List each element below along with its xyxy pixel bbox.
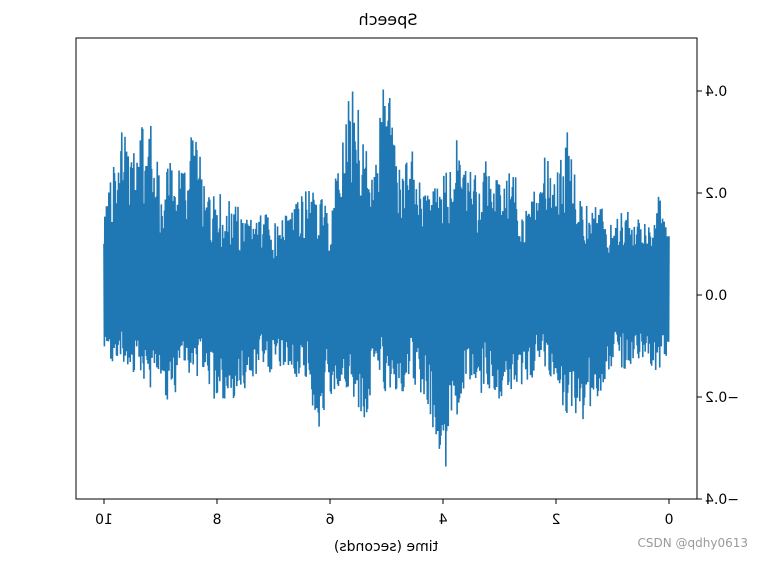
plot-area xyxy=(103,89,670,467)
x-tick-label: 10 xyxy=(95,512,113,528)
x-axis-ticks: 0 2 4 6 8 10 xyxy=(95,499,673,528)
x-tick-label: 2 xyxy=(552,512,561,528)
plot-frame xyxy=(75,37,698,500)
y-tick-label: 0.2 xyxy=(705,186,727,202)
x-tick-label: 8 xyxy=(213,512,222,528)
speech-series-line xyxy=(103,89,670,467)
x-tick-label: 0 xyxy=(665,512,674,528)
watermark: CSDN @qdhy0613 xyxy=(637,536,748,550)
chart-title: Speech xyxy=(359,10,418,29)
y-tick-label: −0.2 xyxy=(705,390,739,406)
x-axis-label: time (seconds) xyxy=(334,539,438,555)
x-tick-label: 6 xyxy=(325,512,334,528)
y-tick-label: −0.4 xyxy=(705,492,739,508)
x-tick-label: 4 xyxy=(438,512,447,528)
y-tick-label: 0.0 xyxy=(705,288,727,304)
y-tick-label: 0.4 xyxy=(705,84,727,100)
y-axis-ticks: −0.4 −0.2 0.0 0.2 0.4 xyxy=(697,84,739,508)
